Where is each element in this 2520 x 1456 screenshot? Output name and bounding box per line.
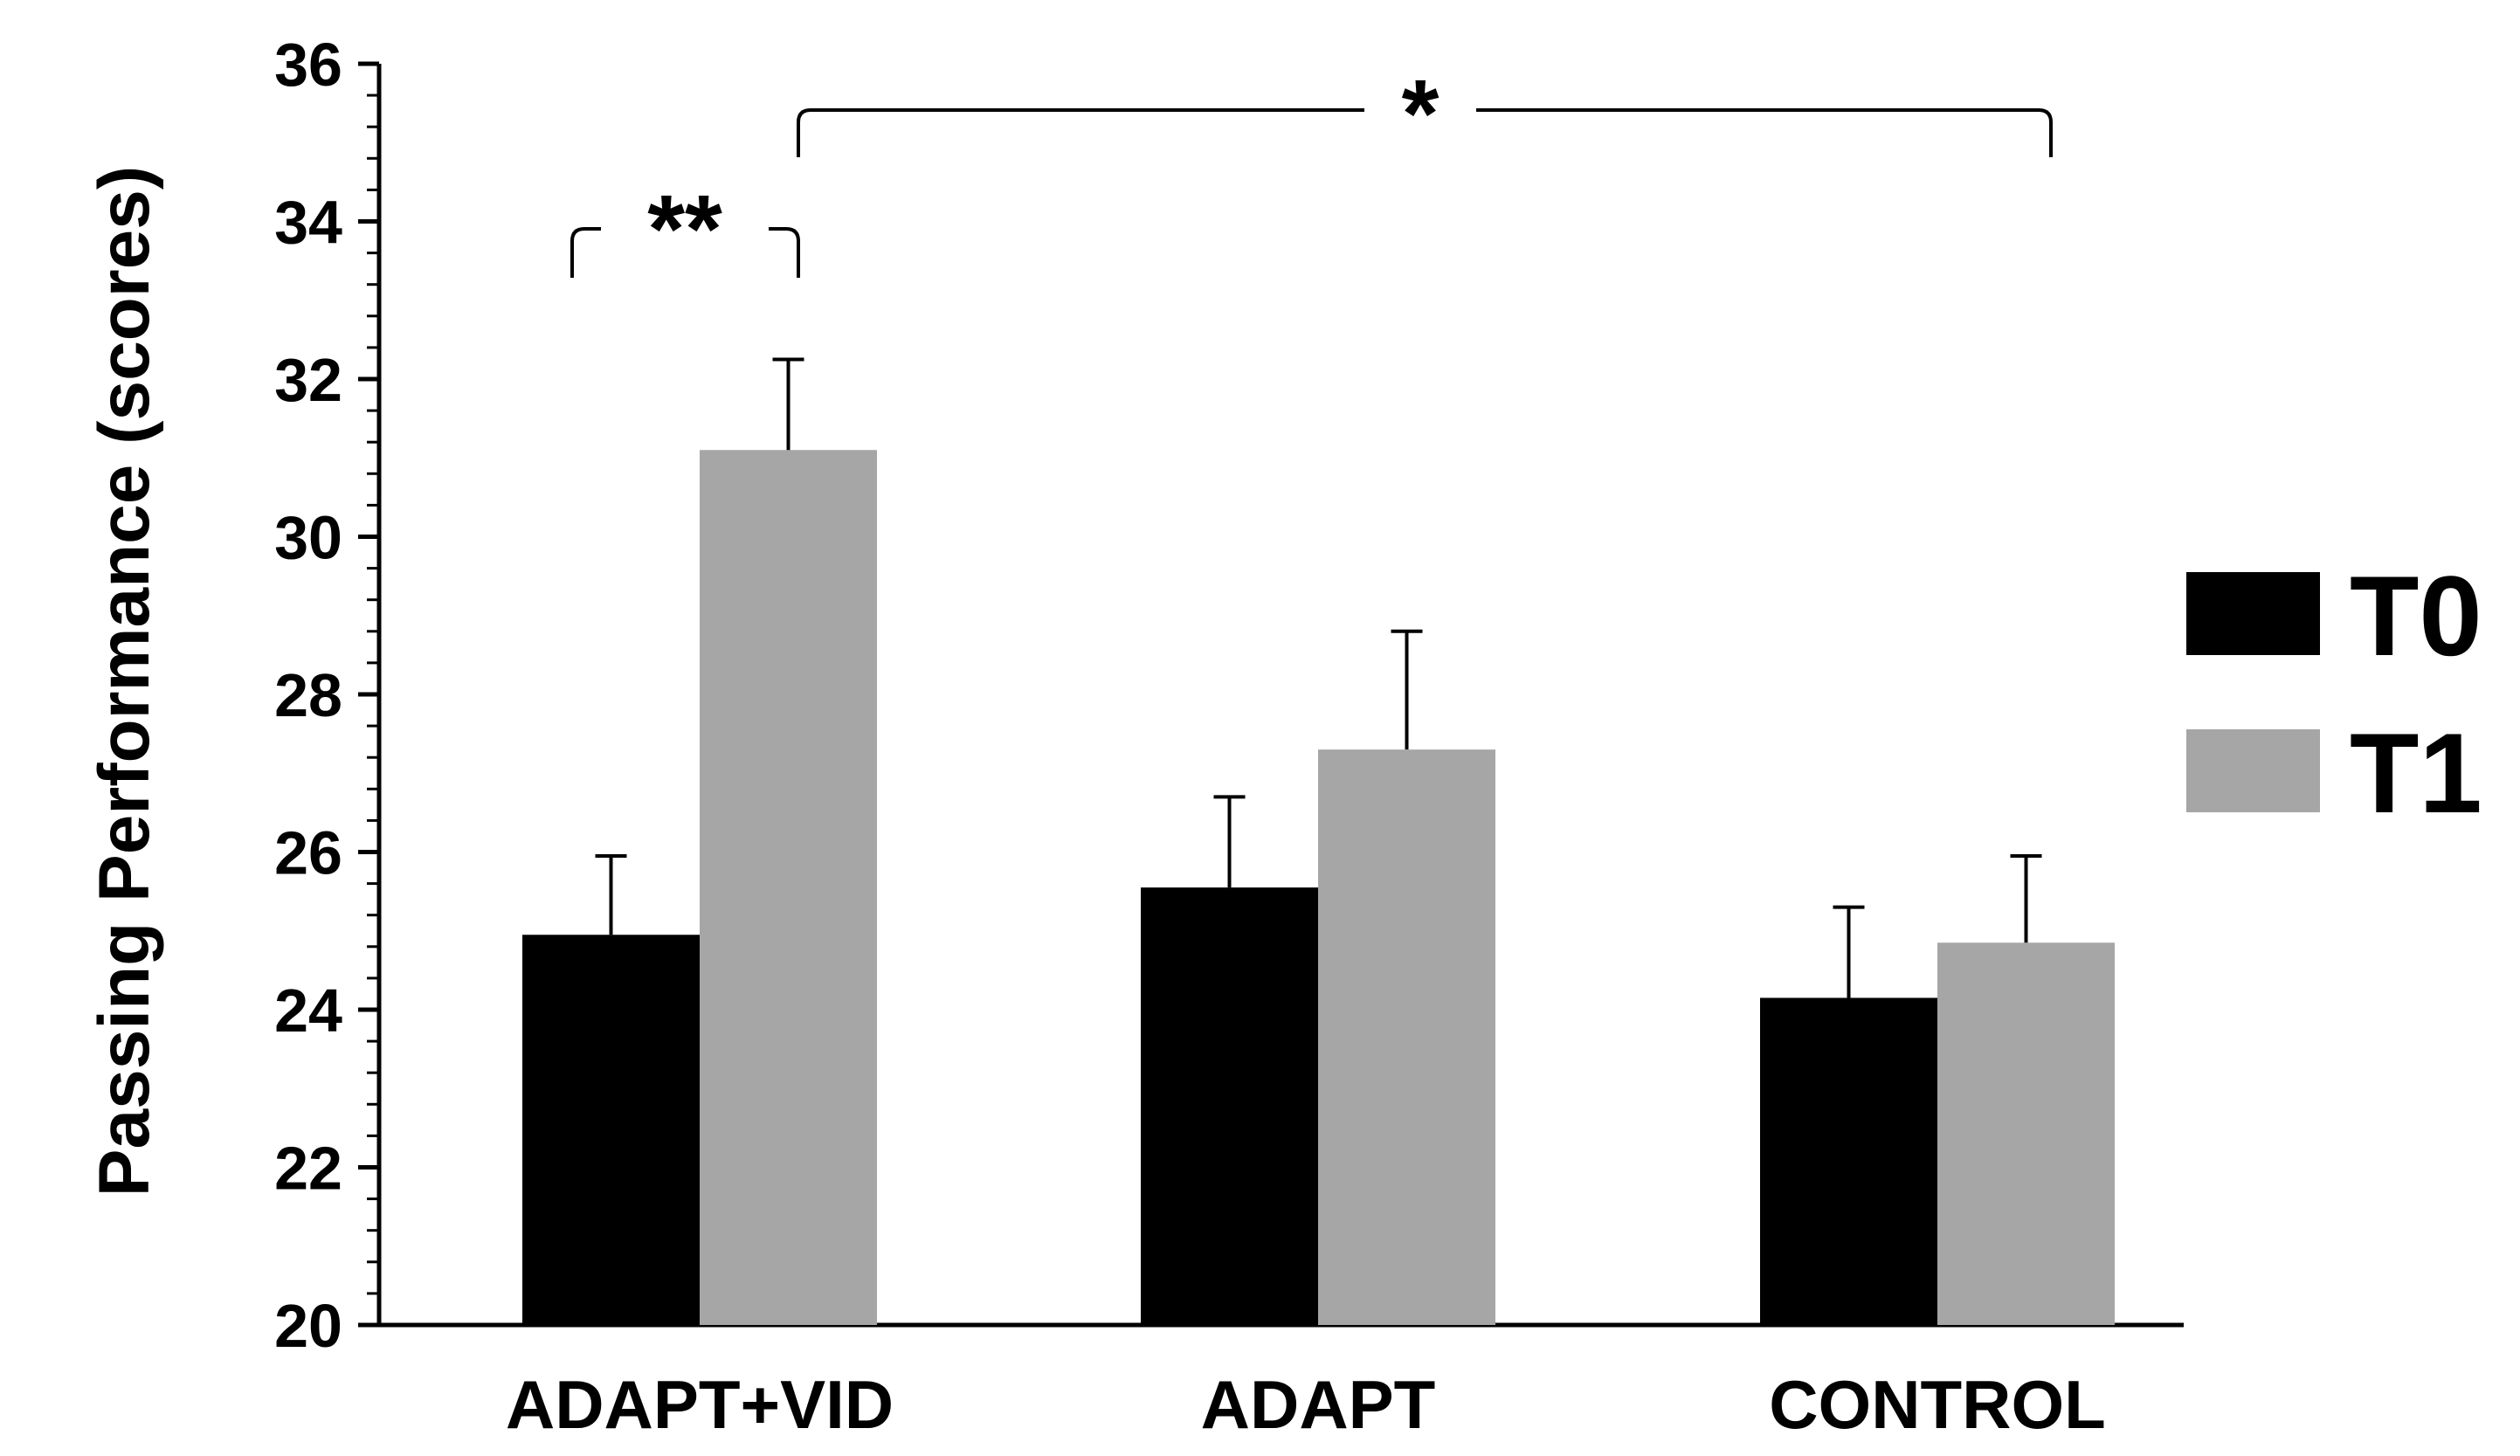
y-tick-label: 32	[274, 346, 342, 414]
y-ticks: 20 22 24 26 28 30 32 34 36	[274, 31, 379, 1360]
significance-label: **	[647, 176, 722, 283]
y-tick-label: 36	[274, 31, 342, 99]
bar-adapt-vid-t0	[522, 935, 700, 1325]
bar-control-t0	[1760, 997, 1937, 1325]
legend-swatch-t1	[2186, 729, 2320, 812]
significance-bracket	[797, 108, 2053, 157]
significance-bracket	[570, 227, 800, 278]
significance-label: *	[1402, 60, 1440, 168]
significance-brackets: ***	[570, 60, 2053, 283]
y-tick-label: 28	[274, 661, 342, 729]
error-bars	[595, 357, 2042, 998]
bar-adapt-t0	[1141, 887, 1318, 1325]
legend-label-t1: T1	[2350, 709, 2482, 837]
y-axis-title: Passing Performance (scores)	[85, 166, 164, 1197]
x-category-label: ADAPT+VID	[506, 1366, 894, 1443]
y-tick-label: 26	[274, 819, 342, 887]
y-tick-label: 34	[274, 189, 342, 257]
y-tick-label: 20	[274, 1292, 342, 1360]
legend-label-t0: T0	[2350, 552, 2482, 680]
bars	[522, 450, 2115, 1325]
category-labels: ADAPT+VID ADAPT CONTROL	[506, 1366, 2106, 1443]
y-tick-label: 30	[274, 504, 342, 572]
bar-adapt-vid-t1	[700, 450, 877, 1325]
bar-adapt-t1	[1318, 749, 1495, 1325]
x-category-label: ADAPT	[1201, 1366, 1436, 1443]
y-tick-label: 24	[274, 976, 342, 1045]
bar-control-t1	[1937, 942, 2115, 1325]
legend-swatch-t0	[2186, 572, 2320, 655]
y-tick-label: 22	[274, 1135, 342, 1203]
x-category-label: CONTROL	[1769, 1366, 2106, 1443]
